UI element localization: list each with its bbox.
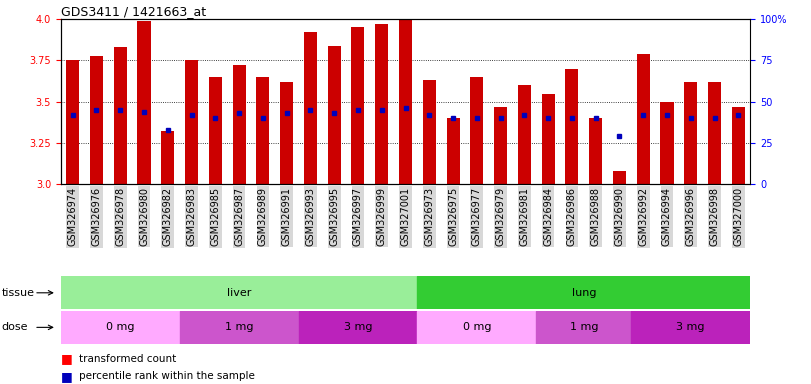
Text: ■: ■	[61, 353, 72, 366]
Bar	[637, 54, 650, 184]
Text: lung: lung	[572, 288, 596, 298]
Bar	[161, 131, 174, 184]
Bar	[138, 21, 151, 184]
Text: liver: liver	[227, 288, 251, 298]
Text: percentile rank within the sample: percentile rank within the sample	[79, 371, 255, 381]
Bar	[304, 32, 317, 184]
Bar	[565, 69, 578, 184]
Text: 3 mg: 3 mg	[676, 322, 705, 333]
Bar	[708, 82, 721, 184]
Bar	[589, 118, 603, 184]
Text: transformed count: transformed count	[79, 354, 176, 364]
Bar	[399, 19, 412, 184]
Bar	[90, 56, 103, 184]
Bar	[517, 85, 531, 184]
Bar	[328, 46, 341, 184]
Bar	[418, 311, 536, 344]
Bar	[67, 61, 79, 184]
Bar	[298, 311, 418, 344]
Text: tissue: tissue	[2, 288, 35, 298]
Bar	[61, 276, 418, 309]
Bar	[114, 47, 127, 184]
Bar	[418, 276, 750, 309]
Bar	[375, 24, 388, 184]
Text: 3 mg: 3 mg	[344, 322, 372, 333]
Bar	[351, 28, 364, 184]
Bar	[684, 82, 697, 184]
Bar	[631, 311, 750, 344]
Bar	[208, 77, 222, 184]
Text: 0 mg: 0 mg	[106, 322, 135, 333]
Bar	[494, 107, 507, 184]
Text: 1 mg: 1 mg	[225, 322, 253, 333]
Bar	[61, 311, 180, 344]
Bar	[613, 171, 626, 184]
Text: GDS3411 / 1421663_at: GDS3411 / 1421663_at	[61, 5, 206, 18]
Text: dose: dose	[2, 322, 28, 333]
Bar	[256, 77, 269, 184]
Bar	[470, 77, 483, 184]
Bar	[423, 80, 436, 184]
Text: 1 mg: 1 mg	[569, 322, 598, 333]
Bar	[542, 94, 555, 184]
Bar	[660, 102, 673, 184]
Bar	[180, 311, 298, 344]
Bar	[536, 311, 631, 344]
Text: ■: ■	[61, 370, 72, 383]
Bar	[280, 82, 294, 184]
Bar	[185, 61, 198, 184]
Bar	[447, 118, 460, 184]
Text: 0 mg: 0 mg	[462, 322, 491, 333]
Bar	[233, 65, 246, 184]
Bar	[732, 107, 744, 184]
